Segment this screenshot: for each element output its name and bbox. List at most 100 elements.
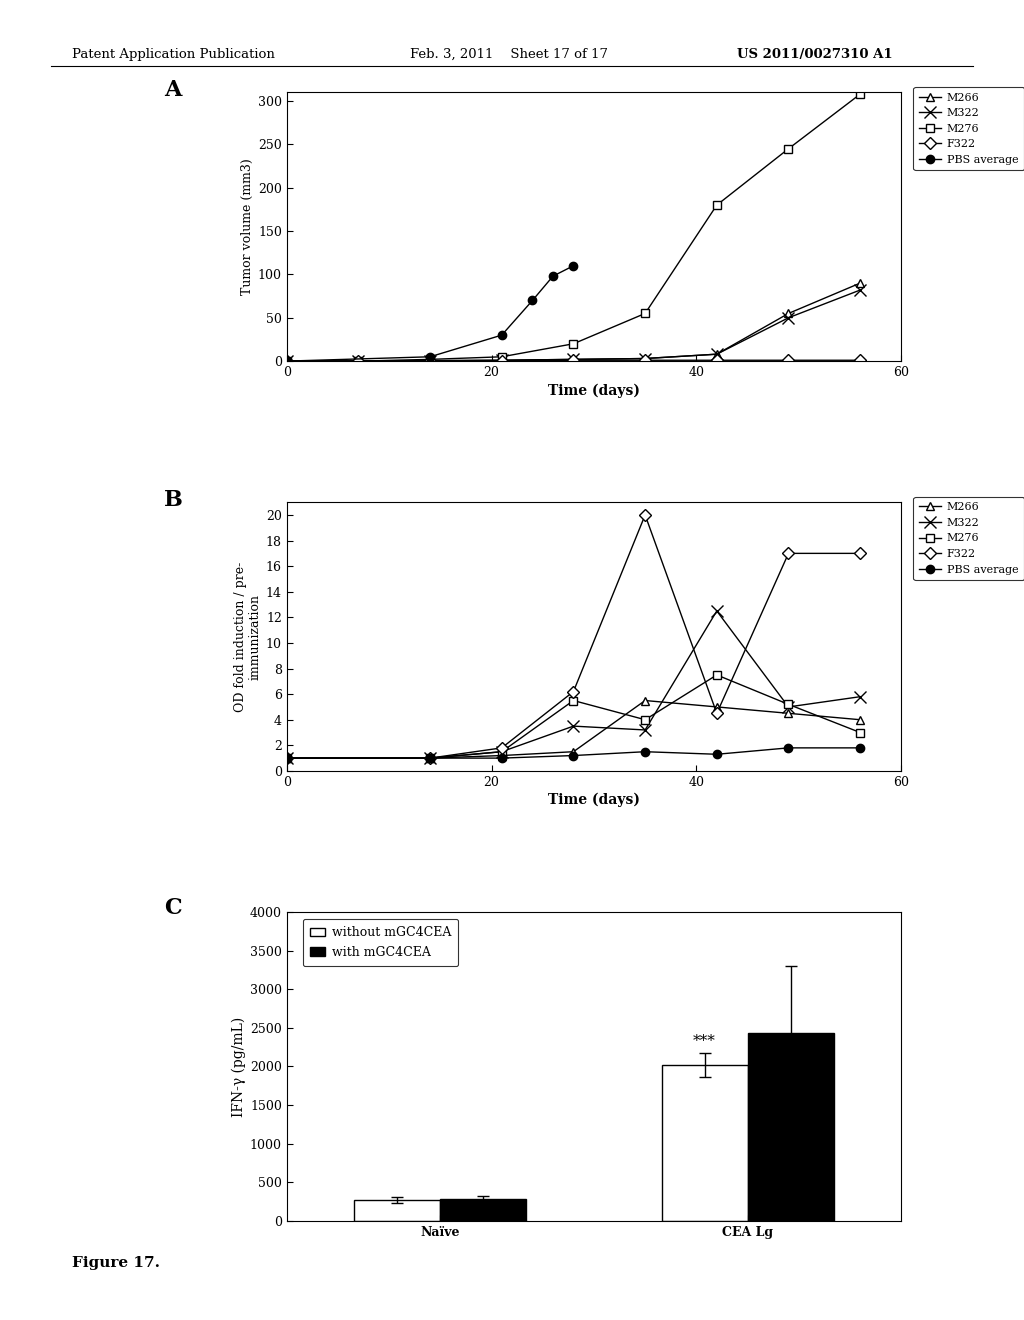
PBS average [281, 750, 293, 766]
PBS average [547, 268, 559, 284]
F322 [639, 507, 651, 523]
Bar [354, 1200, 440, 1221]
M322 [782, 700, 795, 715]
M276 [424, 351, 436, 367]
F322 [711, 705, 723, 721]
F322 [711, 352, 723, 368]
Text: C: C [164, 896, 181, 919]
Y-axis label: Tumor volume (mm3): Tumor volume (mm3) [241, 158, 254, 296]
X-axis label: Time (days): Time (days) [548, 383, 640, 397]
F322 [281, 750, 293, 766]
PBS average [526, 293, 539, 309]
PBS average [711, 746, 723, 762]
PBS average [496, 750, 508, 766]
Line: PBS average: PBS average [283, 743, 864, 762]
PBS average [496, 327, 508, 343]
Text: US 2011/0027310 A1: US 2011/0027310 A1 [737, 48, 893, 61]
M266 [854, 711, 866, 727]
F322 [854, 352, 866, 368]
M266 [639, 693, 651, 709]
M322 [281, 354, 293, 370]
M266 [281, 354, 293, 370]
Text: ***: *** [693, 1034, 716, 1048]
M322 [854, 282, 866, 298]
M266 [639, 351, 651, 367]
M266 [281, 750, 293, 766]
F322 [567, 684, 580, 700]
F322 [567, 352, 580, 368]
Line: PBS average: PBS average [283, 261, 578, 366]
F322 [854, 545, 866, 561]
M266 [782, 705, 795, 721]
M276 [854, 725, 866, 741]
Bar [662, 1065, 748, 1221]
M276 [782, 141, 795, 157]
Line: M266: M266 [283, 279, 864, 366]
M322 [496, 743, 508, 759]
M276 [496, 743, 508, 759]
M322 [567, 351, 580, 367]
Line: M322: M322 [282, 606, 865, 764]
M276 [496, 348, 508, 364]
PBS average [424, 348, 436, 364]
M322 [711, 346, 723, 362]
M322 [496, 352, 508, 368]
F322 [782, 352, 795, 368]
M276 [711, 667, 723, 682]
Bar [748, 1034, 834, 1221]
Text: B: B [164, 488, 182, 511]
Line: M276: M276 [283, 671, 864, 762]
PBS average [567, 747, 580, 763]
PBS average [424, 750, 436, 766]
M266 [711, 700, 723, 715]
Line: F322: F322 [283, 511, 864, 762]
M276 [854, 86, 866, 102]
M276 [711, 197, 723, 213]
PBS average [639, 743, 651, 759]
Text: Feb. 3, 2011    Sheet 17 of 17: Feb. 3, 2011 Sheet 17 of 17 [410, 48, 607, 61]
M276 [281, 354, 293, 370]
Legend: M266, M322, M276, F322, PBS average: M266, M322, M276, F322, PBS average [913, 496, 1024, 581]
M322 [782, 310, 795, 326]
F322 [496, 741, 508, 756]
Line: M276: M276 [283, 90, 864, 366]
Text: Figure 17.: Figure 17. [72, 1255, 160, 1270]
Line: M322: M322 [282, 285, 865, 367]
PBS average [567, 257, 580, 273]
M266 [782, 305, 795, 321]
F322 [496, 352, 508, 368]
M322 [424, 352, 436, 368]
M322 [639, 722, 651, 738]
M276 [639, 711, 651, 727]
M276 [567, 693, 580, 709]
Line: M266: M266 [283, 697, 864, 762]
M276 [424, 750, 436, 766]
Text: Patent Application Publication: Patent Application Publication [72, 48, 274, 61]
M266 [496, 352, 508, 368]
M266 [424, 352, 436, 368]
M276 [782, 697, 795, 713]
M276 [639, 305, 651, 321]
PBS average [281, 354, 293, 370]
M266 [352, 354, 365, 370]
F322 [639, 352, 651, 368]
F322 [782, 545, 795, 561]
PBS average [782, 741, 795, 756]
M266 [854, 275, 866, 290]
M322 [281, 750, 293, 766]
Legend: without mGC4CEA, with mGC4CEA: without mGC4CEA, with mGC4CEA [303, 919, 459, 966]
M322 [854, 689, 866, 705]
Y-axis label: OD fold induction / pre-
immunization: OD fold induction / pre- immunization [233, 561, 262, 711]
Text: A: A [164, 79, 181, 100]
F322 [281, 354, 293, 370]
M276 [281, 750, 293, 766]
M322 [424, 750, 436, 766]
M266 [567, 351, 580, 367]
Y-axis label: IFN-γ (pg/mL): IFN-γ (pg/mL) [231, 1016, 246, 1117]
M322 [639, 351, 651, 367]
X-axis label: Time (days): Time (days) [548, 793, 640, 808]
M322 [567, 718, 580, 734]
Line: F322: F322 [283, 356, 864, 366]
PBS average [854, 741, 866, 756]
M322 [352, 354, 365, 370]
